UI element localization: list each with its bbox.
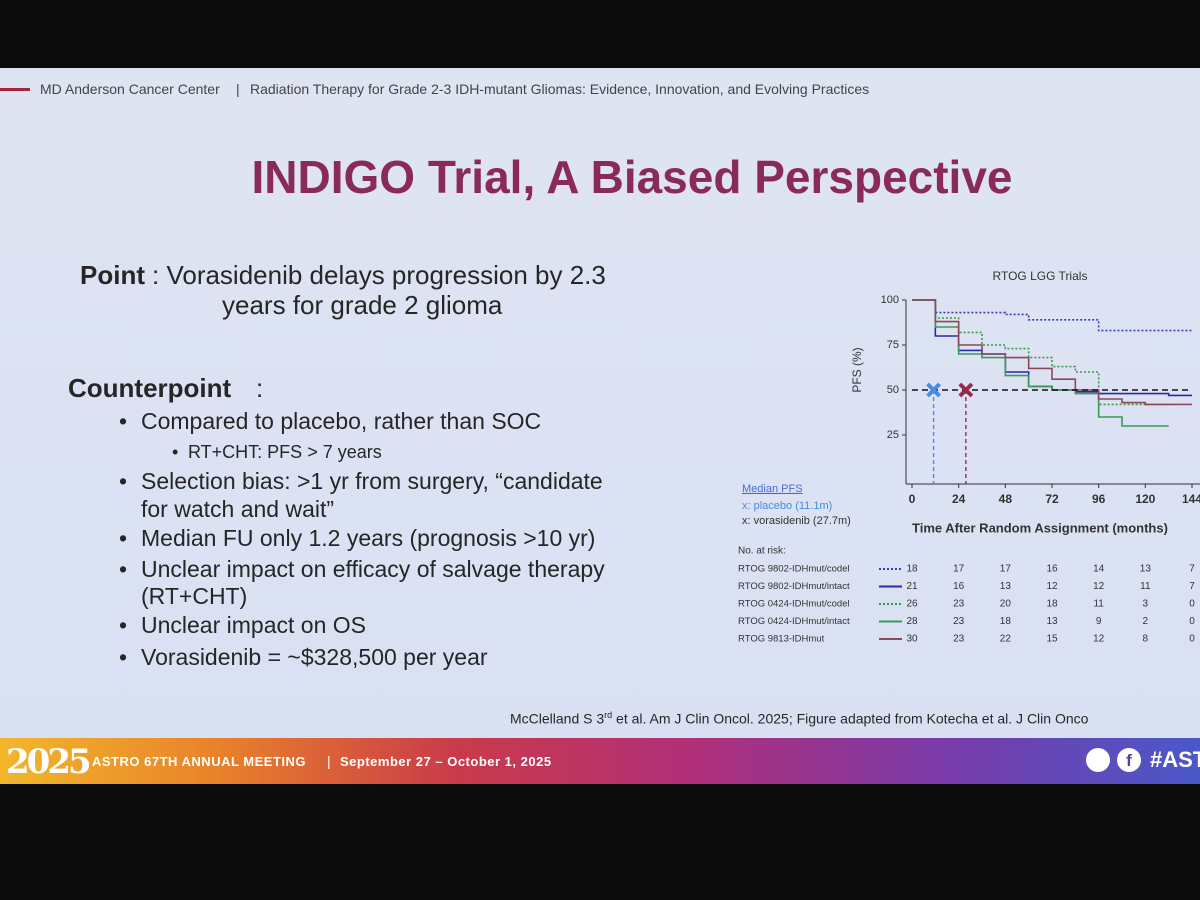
km-curve: [912, 299, 1169, 406]
citation-sup: rd: [604, 710, 613, 720]
bullet-line: for watch and wait”: [141, 496, 335, 522]
header-course: Radiation Therapy for Grade 2-3 IDH-muta…: [250, 81, 870, 97]
bullet: Median FU only 1.2 years (prognosis >10 …: [119, 525, 595, 552]
bullet: Selection bias: >1 yr from surgery, “can…: [119, 468, 603, 495]
header-accent: [0, 88, 30, 91]
at-risk-count: 18: [906, 564, 918, 575]
at-risk-name: RTOG 0424-IDHmut/intact: [738, 616, 850, 627]
at-risk-count: 21: [906, 581, 918, 592]
at-risk-name: RTOG 9802-IDHmut/codel: [738, 564, 850, 575]
at-risk-count: 2: [1143, 616, 1149, 627]
median-legend-title: Median PFS: [742, 483, 803, 495]
bullet: Unclear impact on efficacy of salvage th…: [119, 556, 605, 583]
at-risk-count: 17: [953, 564, 965, 575]
at-risk-count: 18: [1046, 599, 1058, 610]
bullet: Compared to placebo, rather than SOC: [119, 408, 541, 435]
x-axis-label: Time After Random Assignment (months): [912, 520, 1168, 535]
y-tick-label: 100: [881, 294, 899, 306]
median-marker: [958, 382, 974, 398]
facebook-icon: f: [1117, 748, 1141, 772]
at-risk-count: 0: [1189, 599, 1195, 610]
at-risk-name: RTOG 9802-IDHmut/intact: [738, 581, 850, 592]
at-risk-count: 23: [953, 599, 965, 610]
at-risk-count: 9: [1096, 616, 1102, 627]
median-legend: x: placebo (11.1m): [742, 500, 832, 512]
y-tick-label: 50: [887, 384, 899, 396]
km-curve: [912, 299, 1192, 397]
at-risk-name: RTOG 9813-IDHmut: [738, 634, 825, 645]
at-risk-count: 20: [1000, 599, 1012, 610]
y-axis-label: PFS (%): [850, 347, 864, 392]
header-org: MD Anderson Cancer Center: [40, 81, 220, 97]
x-tick-label: 0: [909, 492, 916, 506]
at-risk-count: 23: [953, 634, 965, 645]
at-risk-count: 8: [1143, 634, 1149, 645]
at-risk-count: 30: [906, 634, 918, 645]
at-risk-count: 22: [1000, 634, 1012, 645]
footer-logo: 2025: [6, 742, 92, 782]
point-line: : Vorasidenib delays progression by 2.3: [152, 260, 606, 290]
km-curve: [912, 299, 1192, 406]
at-risk-count: 7: [1189, 564, 1195, 575]
citation: McClelland S 3rd et al. Am J Clin Oncol.…: [510, 710, 1088, 727]
bullet-line: (RT+CHT): [141, 583, 248, 609]
at-risk-label: No. at risk:: [738, 546, 786, 557]
at-risk-count: 12: [1046, 581, 1058, 592]
x-tick-label: 48: [999, 492, 1013, 506]
footer-hashtag: #ASTR: [1150, 747, 1200, 772]
at-risk-count: 23: [953, 616, 965, 627]
sub-bullet: RT+CHT: PFS > 7 years: [172, 442, 382, 463]
at-risk-name: RTOG 0424-IDHmut/codel: [738, 599, 850, 610]
citation-text: et al. Am J Clin Oncol. 2025; Figure ada…: [612, 710, 1089, 727]
footer-bar: 2025 ASTRO 67TH ANNUAL MEETING | Septemb…: [0, 738, 1200, 784]
citation-text: McClelland S 3: [510, 710, 605, 727]
x-tick-label: 120: [1135, 492, 1155, 506]
at-risk-count: 16: [953, 581, 965, 592]
slide-title: INDIGO Trial, A Biased Perspective: [251, 151, 1013, 203]
header-separator: |: [236, 81, 240, 97]
km-figure: RTOG LGG Trials PFS (%) Time After Random …: [738, 269, 1200, 645]
at-risk-count: 11: [1140, 581, 1151, 592]
at-risk-count: 15: [1046, 634, 1058, 645]
x-tick-label: 24: [952, 492, 966, 506]
footer-separator: |: [327, 753, 331, 769]
at-risk-count: 13: [1046, 616, 1058, 627]
counterpoint-colon: :: [256, 373, 264, 403]
km-curve: [912, 299, 1169, 427]
at-risk-count: 17: [1000, 564, 1012, 575]
at-risk-count: 16: [1046, 564, 1058, 575]
at-risk-count: 18: [1000, 616, 1012, 627]
at-risk-count: 26: [906, 599, 918, 610]
at-risk-count: 28: [906, 616, 918, 627]
point-line: years for grade 2 glioma: [222, 290, 503, 320]
at-risk-count: 13: [1000, 581, 1012, 592]
x-tick-label: 144: [1182, 492, 1200, 506]
x-tick-label: 96: [1092, 492, 1106, 506]
at-risk-count: 12: [1093, 634, 1105, 645]
at-risk-count: 14: [1093, 564, 1105, 575]
bullet: Vorasidenib = ~$328,500 per year: [119, 644, 488, 671]
point-label: Point: [80, 260, 145, 290]
at-risk-count: 11: [1093, 599, 1104, 610]
y-tick-label: 75: [887, 339, 899, 351]
at-risk-count: 12: [1093, 581, 1105, 592]
x-icon: [1086, 748, 1110, 772]
slide: MD Anderson Cancer Center | Radiation Th…: [0, 68, 1200, 784]
y-tick-label: 25: [887, 429, 899, 441]
at-risk-count: 0: [1189, 616, 1195, 627]
at-risk-count: 13: [1140, 564, 1152, 575]
footer-meeting: ASTRO 67TH ANNUAL MEETING: [92, 754, 307, 769]
median-marker: [926, 382, 941, 398]
at-risk-count: 0: [1189, 634, 1195, 645]
footer-dates: September 27 – October 1, 2025: [340, 754, 552, 769]
at-risk-count: 7: [1189, 581, 1195, 592]
bullet: Unclear impact on OS: [119, 612, 366, 639]
at-risk-count: 3: [1143, 599, 1149, 610]
counterpoint-label: Counterpoint: [68, 373, 232, 403]
figure-title: RTOG LGG Trials: [993, 269, 1088, 283]
km-curve: [912, 299, 1192, 332]
x-tick-label: 72: [1045, 492, 1059, 506]
median-legend: x: vorasidenib (27.7m): [742, 515, 851, 527]
